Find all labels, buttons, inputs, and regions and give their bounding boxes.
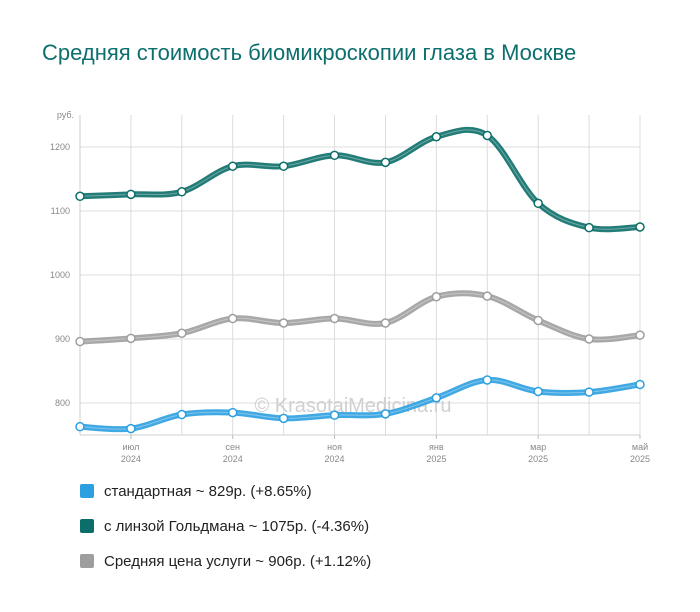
legend-swatch xyxy=(80,554,94,568)
series-2 xyxy=(75,375,645,434)
legend-item-standard[interactable]: стандартная ~ 829р. (+8.65%) xyxy=(80,480,371,502)
x-tick-label-year: 2024 xyxy=(325,454,345,464)
x-tick-label-month: янв xyxy=(429,442,444,452)
x-tick-label-month: май xyxy=(632,442,648,452)
data-point xyxy=(482,375,493,385)
data-point xyxy=(227,161,238,171)
x-tick-label-year: 2024 xyxy=(121,454,141,464)
legend-item-average[interactable]: Средняя цена услуги ~ 906р. (+1.12%) xyxy=(80,550,371,572)
data-point xyxy=(482,291,493,301)
data-point xyxy=(533,198,543,209)
series-0 xyxy=(75,126,645,233)
y-tick-label: 1200 xyxy=(50,142,70,152)
legend-swatch xyxy=(80,484,94,498)
chart-series xyxy=(75,126,645,434)
data-point xyxy=(75,191,85,202)
data-point xyxy=(380,409,391,419)
data-point xyxy=(227,407,238,418)
series-line xyxy=(77,290,643,345)
data-point xyxy=(177,409,187,420)
chart-grid xyxy=(79,115,641,435)
chart-legend: стандартная ~ 829р. (+8.65%) с линзой Го… xyxy=(80,480,371,585)
data-point xyxy=(278,413,289,424)
data-point xyxy=(329,150,340,161)
data-point xyxy=(177,187,187,197)
x-tick-label-month: сен xyxy=(225,442,240,452)
data-point xyxy=(635,379,645,390)
x-tick-label-month: ноя xyxy=(327,442,342,452)
x-tick-label-month: мар xyxy=(530,442,546,452)
data-point xyxy=(329,313,340,324)
legend-swatch xyxy=(80,519,94,533)
data-point xyxy=(431,132,442,142)
x-tick-label-year: 2025 xyxy=(528,454,548,464)
data-point xyxy=(584,334,594,344)
y-tick-label: 1100 xyxy=(51,206,70,216)
data-point xyxy=(584,387,594,397)
data-point xyxy=(380,157,391,168)
y-tick-label: 1000 xyxy=(50,270,70,280)
x-tick-label-year: 2024 xyxy=(223,454,243,464)
series-1 xyxy=(75,290,645,347)
y-axis-label: руб. xyxy=(57,110,74,120)
data-point xyxy=(278,318,289,328)
data-point xyxy=(584,222,594,233)
data-point xyxy=(482,130,493,141)
y-tick-label: 800 xyxy=(55,398,70,408)
data-point xyxy=(635,330,645,340)
x-tick-label-month: июл xyxy=(122,442,139,452)
chart-axes: 800 900 1000 1100 1200 руб. июл 2024 сен 2024 ноя 2… xyxy=(50,110,650,464)
data-point xyxy=(329,410,340,420)
data-point xyxy=(126,189,136,200)
y-tick-label: 900 xyxy=(55,334,70,344)
legend-label: с линзой Гольдмана ~ 1075р. (-4.36%) xyxy=(104,517,370,535)
data-point xyxy=(431,292,442,302)
data-point xyxy=(380,318,391,328)
data-point xyxy=(227,313,238,324)
chart-title: Средняя стоимость биомикроскопии глаза в… xyxy=(42,40,577,65)
data-point xyxy=(75,336,85,347)
legend-item-goldmann[interactable]: с линзой Гольдмана ~ 1075р. (-4.36%) xyxy=(80,515,371,537)
legend-label: Средняя цена услуги ~ 906р. (+1.12%) xyxy=(104,552,372,570)
x-tick-label-year: 2025 xyxy=(630,454,650,464)
legend-label: стандартная ~ 829р. (+8.65%) xyxy=(104,482,312,500)
x-tick-label-year: 2025 xyxy=(426,454,446,464)
data-point xyxy=(126,423,136,434)
data-point xyxy=(533,315,543,326)
data-point xyxy=(431,393,442,403)
data-point xyxy=(75,421,85,432)
data-point xyxy=(533,386,543,397)
data-point xyxy=(177,328,187,338)
data-point xyxy=(635,222,645,232)
data-point xyxy=(126,333,136,344)
series-line xyxy=(77,126,643,233)
data-point xyxy=(278,161,289,171)
